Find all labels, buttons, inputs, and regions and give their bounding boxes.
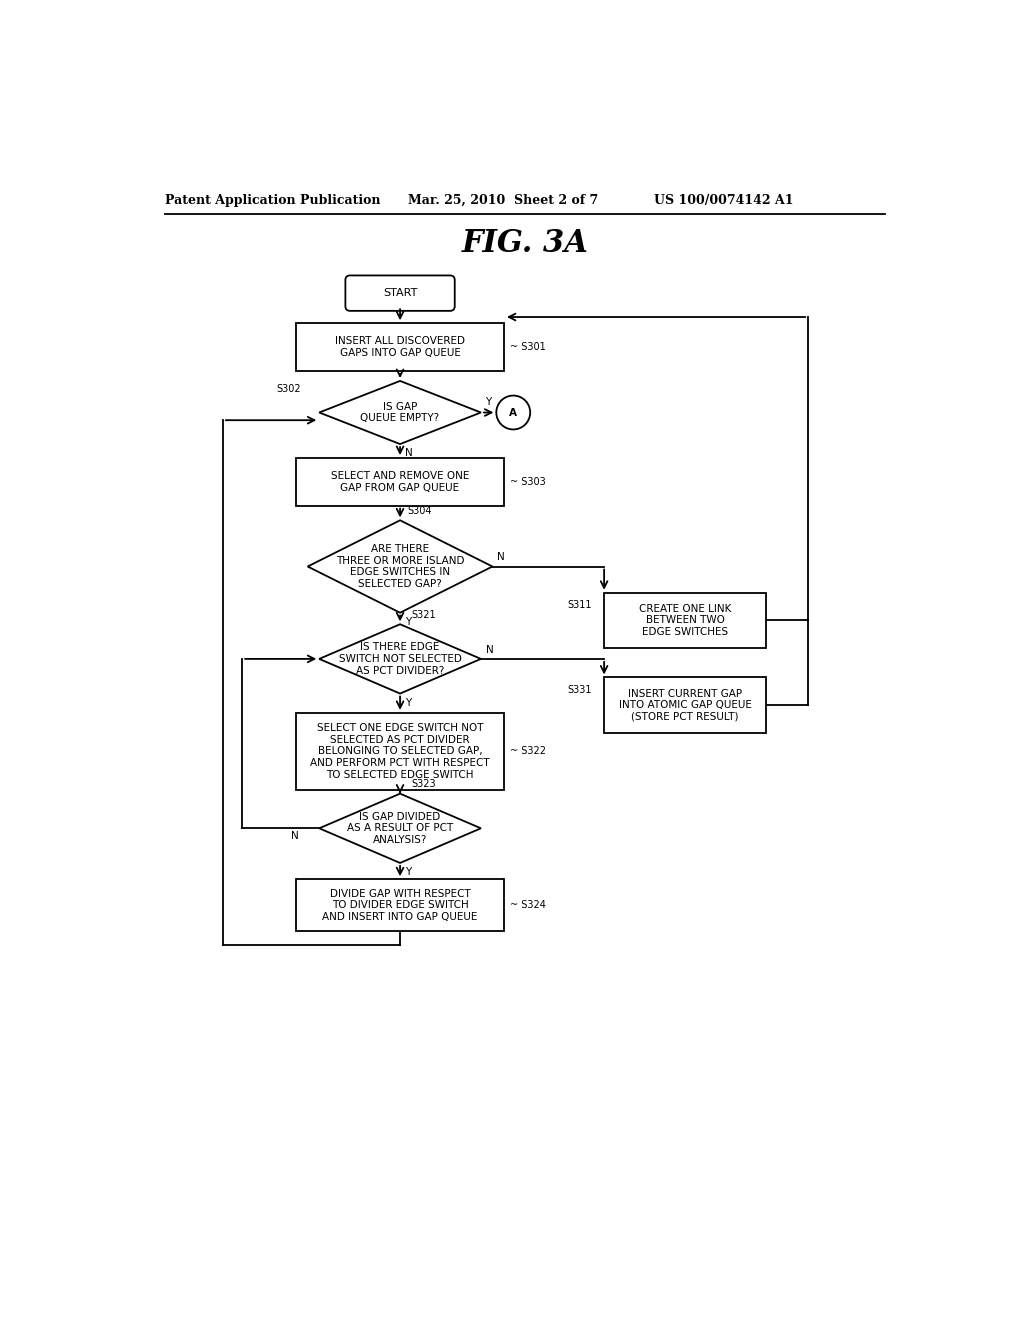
Text: ~ S303: ~ S303 bbox=[510, 477, 546, 487]
Bar bbox=[296, 713, 504, 789]
Text: INSERT CURRENT GAP
INTO ATOMIC GAP QUEUE
(STORE PCT RESULT): INSERT CURRENT GAP INTO ATOMIC GAP QUEUE… bbox=[618, 689, 752, 722]
Text: ~ S322: ~ S322 bbox=[510, 746, 546, 756]
Text: N: N bbox=[404, 449, 413, 458]
Text: Y: Y bbox=[484, 397, 492, 407]
Text: S321: S321 bbox=[412, 610, 436, 620]
Text: N: N bbox=[292, 832, 299, 841]
Circle shape bbox=[497, 396, 530, 429]
Polygon shape bbox=[319, 793, 481, 863]
Text: ~ S324: ~ S324 bbox=[510, 900, 546, 911]
Bar bbox=[296, 879, 504, 932]
Bar bbox=[296, 323, 504, 371]
Text: SELECT ONE EDGE SWITCH NOT
SELECTED AS PCT DIVIDER
BELONGING TO SELECTED GAP,
AN: SELECT ONE EDGE SWITCH NOT SELECTED AS P… bbox=[310, 723, 489, 780]
Bar bbox=[604, 593, 766, 648]
Bar bbox=[296, 458, 504, 506]
Text: IS THERE EDGE
SWITCH NOT SELECTED
AS PCT DIVIDER?: IS THERE EDGE SWITCH NOT SELECTED AS PCT… bbox=[339, 643, 462, 676]
Text: S302: S302 bbox=[276, 384, 301, 395]
Text: SELECT AND REMOVE ONE
GAP FROM GAP QUEUE: SELECT AND REMOVE ONE GAP FROM GAP QUEUE bbox=[331, 471, 469, 492]
Text: FIG. 3A: FIG. 3A bbox=[462, 227, 588, 259]
Text: Y: Y bbox=[404, 698, 411, 708]
Text: S311: S311 bbox=[567, 601, 592, 610]
Polygon shape bbox=[307, 520, 493, 612]
Text: ~ S301: ~ S301 bbox=[510, 342, 546, 352]
Text: N: N bbox=[485, 644, 494, 655]
Text: Y: Y bbox=[404, 867, 411, 878]
Polygon shape bbox=[319, 381, 481, 444]
Text: US 100/0074142 A1: US 100/0074142 A1 bbox=[654, 194, 794, 207]
Text: START: START bbox=[383, 288, 417, 298]
Text: N: N bbox=[497, 552, 505, 562]
Text: IS GAP
QUEUE EMPTY?: IS GAP QUEUE EMPTY? bbox=[360, 401, 439, 424]
FancyBboxPatch shape bbox=[345, 276, 455, 312]
Text: Mar. 25, 2010  Sheet 2 of 7: Mar. 25, 2010 Sheet 2 of 7 bbox=[408, 194, 598, 207]
Text: CREATE ONE LINK
BETWEEN TWO
EDGE SWITCHES: CREATE ONE LINK BETWEEN TWO EDGE SWITCHE… bbox=[639, 603, 731, 638]
Text: DIVIDE GAP WITH RESPECT
TO DIVIDER EDGE SWITCH
AND INSERT INTO GAP QUEUE: DIVIDE GAP WITH RESPECT TO DIVIDER EDGE … bbox=[323, 888, 478, 921]
Bar bbox=[604, 677, 766, 733]
Text: A: A bbox=[509, 408, 517, 417]
Text: INSERT ALL DISCOVERED
GAPS INTO GAP QUEUE: INSERT ALL DISCOVERED GAPS INTO GAP QUEU… bbox=[335, 337, 465, 358]
Text: IS GAP DIVIDED
AS A RESULT OF PCT
ANALYSIS?: IS GAP DIVIDED AS A RESULT OF PCT ANALYS… bbox=[347, 812, 454, 845]
Text: ARE THERE
THREE OR MORE ISLAND
EDGE SWITCHES IN
SELECTED GAP?: ARE THERE THREE OR MORE ISLAND EDGE SWIT… bbox=[336, 544, 464, 589]
Text: S331: S331 bbox=[567, 685, 592, 694]
Text: S323: S323 bbox=[412, 779, 436, 789]
Text: S304: S304 bbox=[408, 506, 432, 516]
Polygon shape bbox=[319, 624, 481, 693]
Text: Patent Application Publication: Patent Application Publication bbox=[165, 194, 381, 207]
Text: Y: Y bbox=[404, 616, 411, 627]
